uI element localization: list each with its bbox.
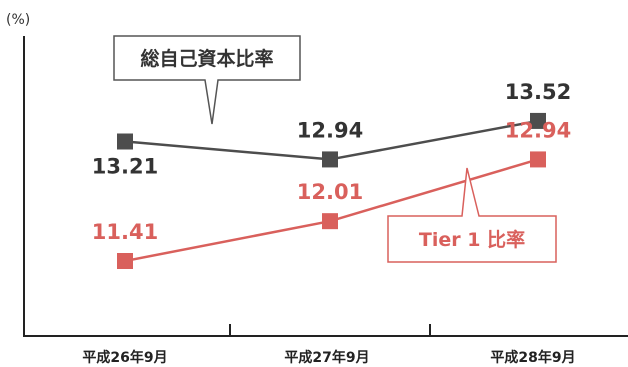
data-label: 12.94 xyxy=(297,118,363,142)
series-label-tier1-ratio: Tier 1 比率 xyxy=(419,228,525,251)
callout-tier1-ratio: Tier 1 比率 xyxy=(387,167,557,263)
callout-total-capital-ratio: 総自己資本比率 xyxy=(113,35,301,125)
data-point-marker xyxy=(322,151,338,168)
y-axis-unit-label: (%) xyxy=(6,12,30,28)
data-point-marker xyxy=(117,133,133,150)
x-tick-label: 平成28年9月 xyxy=(490,349,575,366)
data-label: 12.94 xyxy=(505,118,571,142)
data-point-marker xyxy=(530,112,546,129)
data-label: 13.52 xyxy=(505,80,571,104)
data-label: 13.21 xyxy=(92,155,158,179)
x-axis-ticks: 平成26年9月 平成27年9月 平成28年9月 xyxy=(82,349,575,366)
x-tick-label: 平成26年9月 xyxy=(82,349,167,366)
data-label: 11.41 xyxy=(92,220,158,244)
x-tick-label: 平成27年9月 xyxy=(284,349,369,366)
data-point-marker xyxy=(117,253,133,270)
series-layer: 13.21 12.94 13.52 11.41 12.01 12.94 xyxy=(92,80,571,270)
data-point-marker xyxy=(530,151,546,168)
data-point-marker xyxy=(322,213,338,230)
callout-box xyxy=(387,167,557,263)
series-label-total-capital-ratio: 総自己資本比率 xyxy=(140,47,273,70)
data-label: 12.01 xyxy=(297,180,363,204)
callout-box xyxy=(113,35,301,125)
